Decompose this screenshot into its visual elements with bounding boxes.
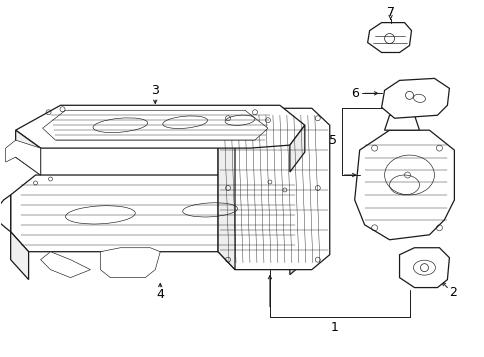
Polygon shape xyxy=(0,195,11,232)
Polygon shape xyxy=(289,235,309,275)
Text: 4: 4 xyxy=(156,288,164,301)
Polygon shape xyxy=(6,140,41,175)
Polygon shape xyxy=(15,130,41,175)
Polygon shape xyxy=(11,232,29,280)
Text: 2: 2 xyxy=(449,286,456,299)
Polygon shape xyxy=(11,175,309,252)
Text: 6: 6 xyxy=(350,87,358,100)
Polygon shape xyxy=(218,108,329,270)
Polygon shape xyxy=(218,108,235,270)
Text: 3: 3 xyxy=(151,84,159,97)
Text: 1: 1 xyxy=(330,321,338,334)
Text: 7: 7 xyxy=(386,6,394,19)
Polygon shape xyxy=(381,79,449,118)
Polygon shape xyxy=(41,252,90,278)
Text: 5: 5 xyxy=(328,134,336,147)
Polygon shape xyxy=(289,125,304,172)
Polygon shape xyxy=(43,110,267,140)
Polygon shape xyxy=(354,130,454,240)
Polygon shape xyxy=(15,105,304,148)
Polygon shape xyxy=(399,248,449,288)
Polygon shape xyxy=(367,22,410,52)
Polygon shape xyxy=(100,248,160,278)
Polygon shape xyxy=(384,115,419,130)
